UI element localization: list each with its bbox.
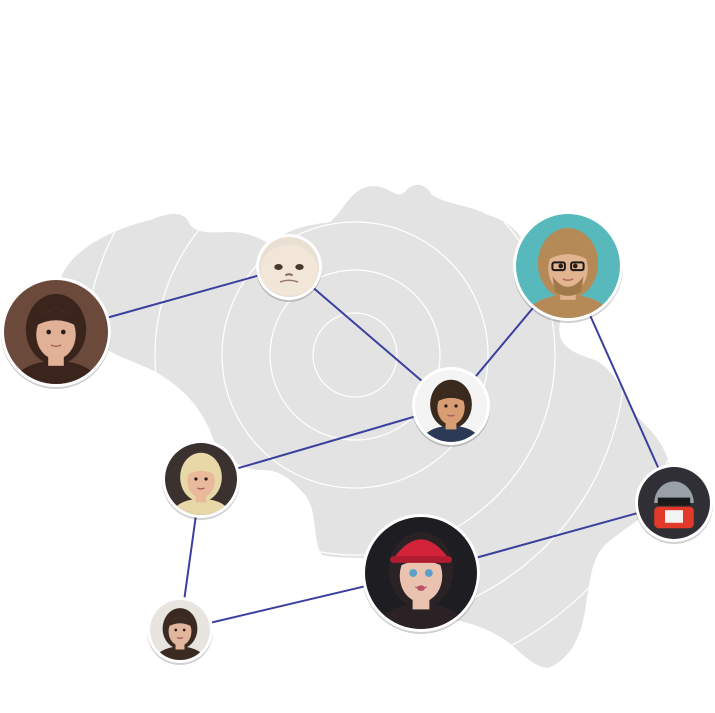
avatar-man-center[interactable] — [412, 367, 490, 462]
range-ring-1 — [312, 312, 398, 398]
portrait-woman-brunette-icon — [4, 280, 108, 384]
avatar-grumpy-cat[interactable] — [256, 234, 322, 302]
link-man-center-to-woman-blonde — [200, 405, 452, 480]
avatar-woman-brunette[interactable] — [1, 277, 111, 413]
portrait-woman-cap-icon — [365, 517, 477, 629]
avatar-woman-red-cap[interactable] — [362, 514, 480, 660]
range-ring-4 — [154, 184, 556, 556]
portrait-man-short-hair-icon — [415, 370, 487, 442]
portrait-man-young-icon — [150, 600, 210, 660]
avatar-nodes — [1, 211, 713, 677]
robot-helmet-icon — [638, 467, 710, 539]
cat-face-icon — [259, 237, 319, 297]
avatar-man-young[interactable] — [147, 597, 213, 677]
avatar-robot-helmet[interactable] — [635, 464, 713, 544]
portrait-woman-blonde-icon — [165, 443, 237, 515]
range-ring-2 — [269, 269, 441, 441]
portrait-man-glasses-icon — [516, 214, 620, 318]
range-ring-3 — [221, 221, 489, 489]
avatar-woman-blonde[interactable] — [162, 440, 240, 535]
avatar-man-glasses[interactable] — [513, 211, 623, 347]
